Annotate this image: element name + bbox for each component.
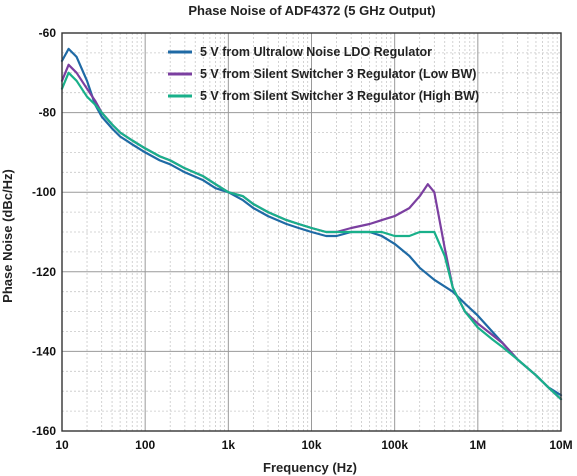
chart-title: Phase Noise of ADF4372 (5 GHz Output) (188, 3, 435, 18)
y-tick-label: -60 (39, 26, 57, 40)
legend-label: 5 V from Ultralow Noise LDO Regulator (200, 45, 432, 59)
series-line-1 (60, 47, 563, 397)
y-tick-label: -80 (39, 106, 57, 120)
x-tick-label: 1M (469, 438, 486, 452)
legend-label: 5 V from Silent Switcher 3 Regulator (Hi… (200, 89, 479, 103)
tick-labels: 10 100 1k 10k 100k 1M 10M -60 -80 -100 -120 -140 -16… (32, 26, 573, 452)
series-line-3 (60, 71, 563, 401)
y-tick-label: -120 (32, 265, 56, 279)
plot-frame (61, 32, 562, 432)
x-tick-label: 1k (222, 438, 236, 452)
y-tick-label: -160 (32, 424, 56, 438)
x-tick-label: 10M (549, 438, 572, 452)
x-tick-label: 10 (55, 438, 69, 452)
legend-label: 5 V from Silent Switcher 3 Regulator (Lo… (200, 67, 476, 81)
legend: 5 V from Ultralow Noise LDO Regulator 5 V… (168, 45, 479, 103)
y-tick-label: -140 (32, 344, 56, 358)
x-axis-label: Frequency (Hz) (263, 460, 357, 475)
series-lines (60, 47, 563, 401)
x-tick-label: 100k (381, 438, 408, 452)
x-tick-label: 100 (135, 438, 155, 452)
y-tick-label: -100 (32, 185, 56, 199)
x-tick-label: 10k (301, 438, 321, 452)
y-axis-label: Phase Noise (dBc/Hz) (0, 169, 15, 303)
